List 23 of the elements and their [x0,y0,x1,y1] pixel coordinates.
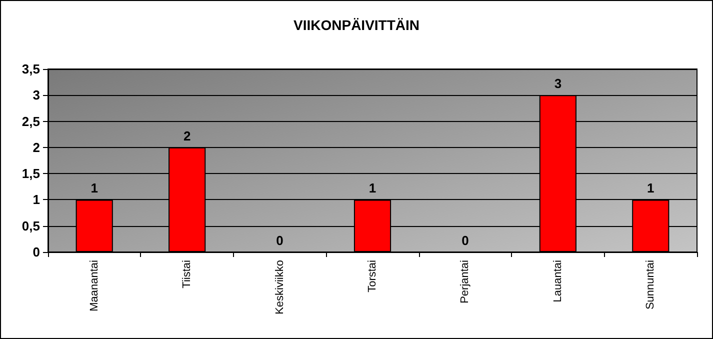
x-tick-label: Perjantai [459,260,472,304]
chart-title: VIIKONPÄIVITTÄIN [293,17,420,33]
y-tick-label: 2,5 [22,114,40,129]
x-tick-label: Torstai [366,260,378,292]
y-tick-label: 2 [32,140,40,155]
y-tick-label: 3,5 [22,62,40,76]
x-tick-label: Keskiviikko [274,260,286,314]
data-label: 1 [368,180,376,196]
data-label: 0 [462,233,469,248]
data-label: 0 [276,233,284,248]
y-tick-label: 1,5 [22,166,40,182]
data-label: 1 [647,180,654,196]
data-label: 3 [554,76,562,92]
y-tick-label: 3 [32,88,40,103]
data-label: 1 [90,180,98,196]
x-tick-label: Maanantai [88,260,100,312]
data-label: 2 [183,128,191,144]
x-tick-label: Lauantai [552,260,564,302]
y-tick-label: 0 [32,244,40,260]
x-tick-label: Sunnuntai [644,260,657,310]
y-tick-label: 1 [32,192,40,208]
y-tick-label: 0,5 [22,218,40,234]
x-tick-label: Tiistai [181,260,194,288]
